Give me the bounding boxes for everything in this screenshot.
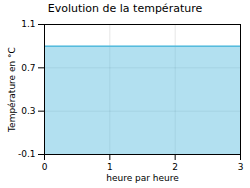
svg-text:heure par heure: heure par heure xyxy=(106,173,179,183)
svg-text:0.3: 0.3 xyxy=(21,106,35,116)
svg-text:0: 0 xyxy=(42,162,48,172)
svg-text:1.1: 1.1 xyxy=(21,19,35,29)
svg-text:0.7: 0.7 xyxy=(21,63,35,73)
svg-text:-0.1: -0.1 xyxy=(18,149,36,159)
html-text:Evolution de la température: Evolution de la température xyxy=(47,2,203,15)
svg-text:1: 1 xyxy=(107,162,113,172)
svg-text:2: 2 xyxy=(172,162,178,172)
svg-text:Température en °C: Température en °C xyxy=(7,47,17,133)
svg-text:3: 3 xyxy=(238,162,244,172)
